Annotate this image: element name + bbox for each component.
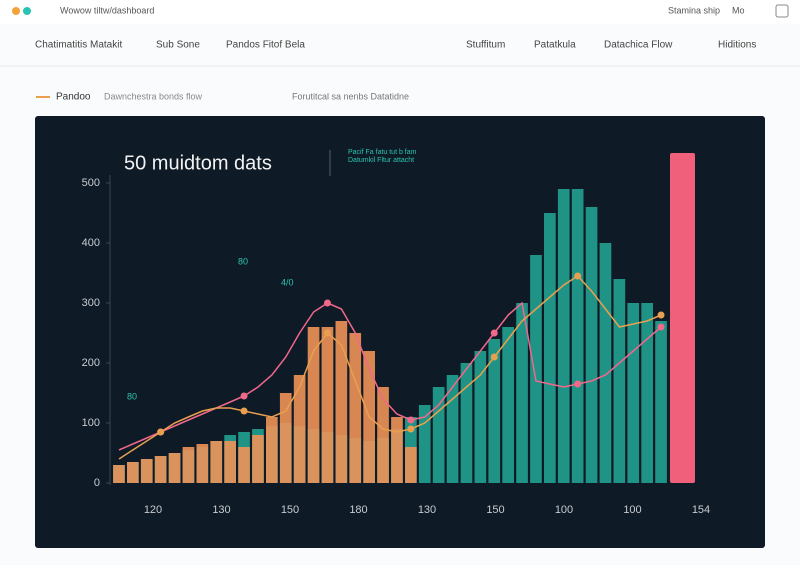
- bar: [391, 417, 403, 483]
- dot: [23, 7, 31, 15]
- bar: [418, 405, 431, 483]
- point: [323, 299, 331, 307]
- bar: [641, 303, 653, 483]
- nav-item[interactable]: Hiditions: [718, 40, 756, 51]
- sub-text: Forutitcal sa nenbs Datatidne: [292, 91, 409, 101]
- point: [407, 416, 415, 424]
- bar: [474, 351, 487, 483]
- bar: [140, 459, 153, 483]
- line: [118, 275, 662, 460]
- y-tick-label: 100: [82, 417, 100, 429]
- bar: [127, 462, 139, 483]
- top-link[interactable]: Stamina ship: [668, 5, 720, 15]
- nav-item[interactable]: Pandos Fitof Bela: [226, 40, 305, 51]
- highlight-bar: [670, 153, 695, 483]
- bar: [210, 441, 223, 483]
- icon[interactable]: [775, 4, 789, 18]
- bar: [335, 321, 348, 483]
- bar: [293, 375, 306, 483]
- bar: [154, 456, 167, 483]
- nav-item[interactable]: Chatimatitis Matakit: [35, 40, 122, 51]
- bar: [627, 303, 640, 483]
- dot: [12, 7, 20, 15]
- x-tick-label: 100: [623, 504, 641, 516]
- y-tick-label: 300: [82, 297, 100, 309]
- x-tick-label: 120: [144, 504, 162, 516]
- point: [657, 311, 665, 319]
- bar: [349, 333, 362, 483]
- point: [574, 272, 582, 280]
- point: [490, 353, 498, 361]
- bar: [571, 189, 584, 483]
- bar: [432, 387, 445, 483]
- x-tick-label: 100: [555, 504, 573, 516]
- bar: [405, 447, 417, 483]
- bar: [196, 444, 209, 483]
- y-tick-label: 200: [82, 357, 100, 369]
- chart-subtitle: Datumkil Fltur attacht: [348, 157, 414, 164]
- sub-text: Dawnchestra bonds flow: [104, 91, 203, 101]
- point: [323, 329, 331, 337]
- point: [157, 428, 165, 436]
- bar: [377, 387, 389, 483]
- bar: [238, 447, 250, 483]
- bar: [168, 453, 181, 483]
- annotation: 4/0: [281, 277, 294, 287]
- point: [574, 380, 582, 388]
- bar: [460, 363, 473, 483]
- x-tick-label: 130: [212, 504, 230, 516]
- line: [118, 301, 662, 451]
- x-tick-label: 150: [486, 504, 504, 516]
- bar: [655, 321, 667, 483]
- bar: [307, 327, 320, 483]
- bar: [530, 255, 542, 483]
- bar: [182, 447, 195, 483]
- bar: [446, 375, 459, 483]
- bar: [516, 303, 528, 483]
- y-tick-label: 500: [82, 177, 100, 189]
- point: [657, 323, 665, 331]
- annotation: 80: [238, 256, 248, 266]
- bar: [502, 327, 514, 483]
- nav-item[interactable]: Sub Sone: [156, 40, 200, 51]
- point: [407, 425, 415, 433]
- bar: [557, 189, 570, 483]
- bar: [113, 465, 125, 483]
- bar: [252, 435, 264, 483]
- nav-item[interactable]: Stuffitum: [466, 40, 505, 51]
- nav-item[interactable]: Patatkula: [534, 40, 576, 51]
- chart-title: 50 muidtom dats: [124, 152, 272, 174]
- bar: [321, 327, 334, 483]
- point: [490, 329, 498, 337]
- x-tick-label: 154: [692, 504, 710, 516]
- bar: [266, 417, 278, 483]
- x-tick-label: 180: [349, 504, 367, 516]
- sub-title: Pandoo: [56, 92, 91, 103]
- x-tick-label: 130: [418, 504, 436, 516]
- top-link[interactable]: Mo: [732, 5, 745, 15]
- nav-item[interactable]: Datachica Flow: [604, 40, 673, 51]
- chart-subtitle: Pacif Fa fatu tut b fam: [348, 149, 417, 156]
- top-bar: [0, 0, 800, 24]
- point: [240, 407, 248, 415]
- annotation: 80: [127, 391, 137, 401]
- x-tick-label: 150: [281, 504, 299, 516]
- address: Wowow tiltw/dashboard: [60, 5, 154, 15]
- bar: [585, 207, 598, 483]
- point: [240, 392, 248, 400]
- bar: [279, 393, 292, 483]
- bar: [488, 339, 501, 483]
- y-tick-label: 400: [82, 237, 100, 249]
- bar: [599, 243, 612, 483]
- bar: [613, 279, 626, 483]
- y-tick-label: 0: [94, 477, 100, 489]
- bar: [224, 441, 236, 483]
- bar: [544, 213, 556, 483]
